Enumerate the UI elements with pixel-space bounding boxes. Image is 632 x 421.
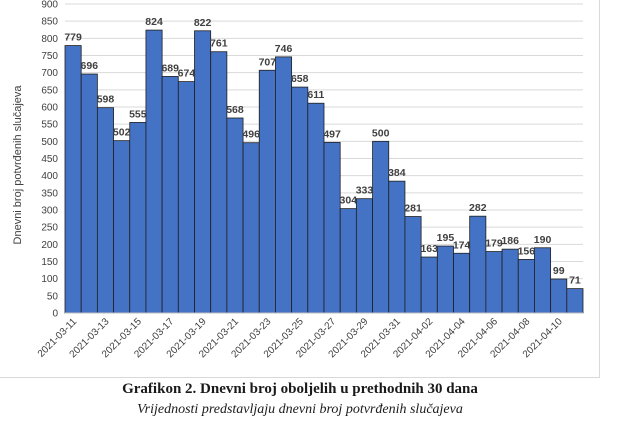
bar: [96, 107, 114, 314]
bar: [64, 45, 82, 314]
bar: [550, 278, 568, 314]
data-label: 333: [356, 185, 374, 197]
figure-caption-subtitle: Vrijednosti predstavljaju dnevni broj po…: [137, 402, 463, 417]
data-label: 304: [340, 195, 358, 207]
data-label: 658: [291, 73, 309, 85]
bar: [258, 69, 276, 314]
bar-chart: 0 50 100 150 200 250 300 350 400 450 500 550 600 650 7…: [12, 0, 584, 360]
data-label: 163: [420, 243, 438, 255]
bar: [210, 51, 228, 314]
bar: [485, 251, 503, 314]
y-tick-label: 500: [41, 137, 58, 148]
y-tick-label: 150: [41, 257, 58, 268]
y-tick-label: 800: [41, 34, 58, 45]
bar: [355, 198, 373, 314]
y-tick-label: 900: [41, 0, 58, 11]
bar: [275, 56, 293, 314]
y-tick-label: 600: [41, 103, 58, 114]
bar: [113, 140, 131, 314]
bar: [404, 216, 422, 314]
x-axis-ticks: 2021-03-112021-03-132021-03-152021-03-17…: [36, 316, 565, 360]
data-label: 674: [178, 68, 196, 80]
data-label: 497: [323, 128, 341, 140]
data-label: 496: [242, 129, 260, 141]
y-tick-label: 750: [41, 51, 58, 62]
bar: [177, 81, 195, 314]
bars: [64, 29, 584, 314]
y-tick-label: 250: [41, 223, 58, 234]
bar: [534, 247, 552, 314]
y-tick-label: 450: [41, 154, 58, 165]
data-label: 195: [437, 232, 455, 244]
data-label: 186: [501, 235, 519, 247]
bar: [161, 76, 179, 314]
y-axis-title: Dnevni broj potvrđenih slučajeva: [12, 85, 24, 245]
y-tick-label: 550: [41, 120, 58, 131]
data-label: 281: [404, 203, 422, 215]
bar: [469, 215, 487, 314]
bar: [501, 248, 519, 314]
data-label: 502: [113, 127, 131, 139]
data-label: 696: [81, 60, 99, 72]
bar: [453, 252, 471, 314]
y-tick-label: 200: [41, 240, 58, 251]
data-label: 779: [64, 32, 82, 44]
y-tick-label: 100: [41, 274, 58, 285]
data-label: 707: [259, 56, 277, 68]
y-tick-label: 700: [41, 68, 58, 79]
bar: [388, 180, 406, 314]
y-tick-label: 650: [41, 85, 58, 96]
bar: [307, 102, 325, 314]
data-label: 190: [534, 234, 552, 246]
data-labels: 7796965985025558246896748227615684967077…: [64, 16, 581, 287]
data-label: 568: [226, 104, 244, 116]
bar: [145, 29, 163, 314]
data-label: 384: [388, 167, 406, 179]
bar: [291, 86, 309, 314]
data-label: 611: [307, 89, 324, 101]
bar: [420, 256, 438, 314]
y-axis-ticks: 0 50 100 150 200 250 300 350 400 450 500 550 600 650 7…: [41, 0, 58, 320]
data-label: 689: [161, 62, 179, 74]
bar: [339, 208, 357, 314]
bar: [436, 245, 454, 314]
bar: [194, 30, 212, 314]
y-tick-label: 400: [41, 171, 58, 182]
figure-caption-title: Grafikon 2. Dnevni broj oboljelih u pret…: [122, 381, 478, 397]
data-label: 174: [453, 239, 471, 251]
bar: [129, 122, 147, 314]
data-label: 156: [518, 245, 536, 257]
bar: [372, 140, 390, 314]
y-tick-label: 0: [52, 309, 58, 320]
data-label: 824: [145, 16, 163, 28]
y-tick-label: 350: [41, 188, 58, 199]
data-label: 598: [97, 94, 115, 106]
data-label: 822: [194, 17, 212, 29]
y-tick-label: 300: [41, 206, 58, 217]
chart-frame: [0, 0, 600, 378]
y-tick-label: 50: [47, 291, 59, 302]
y-tick-label: 850: [41, 17, 58, 28]
data-label: 71: [569, 275, 581, 287]
bar: [226, 117, 244, 314]
data-label: 555: [129, 108, 147, 120]
bar: [566, 288, 584, 314]
data-label: 179: [485, 238, 503, 250]
data-label: 99: [553, 265, 565, 277]
bar: [242, 142, 260, 314]
bar: [80, 73, 98, 314]
data-label: 500: [372, 127, 390, 139]
bar: [517, 259, 535, 314]
data-label: 761: [210, 38, 228, 50]
data-label: 746: [275, 43, 293, 55]
bar: [323, 141, 341, 314]
data-label: 282: [469, 202, 487, 214]
